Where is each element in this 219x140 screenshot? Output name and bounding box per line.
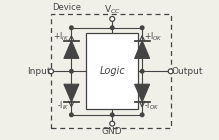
Polygon shape	[64, 84, 79, 102]
Polygon shape	[64, 41, 79, 58]
Circle shape	[140, 113, 144, 117]
Polygon shape	[135, 84, 150, 102]
Text: +I$_{IK}$: +I$_{IK}$	[53, 30, 69, 43]
Circle shape	[140, 26, 144, 30]
Circle shape	[70, 70, 73, 73]
Circle shape	[70, 26, 73, 30]
Polygon shape	[135, 41, 150, 58]
Circle shape	[110, 113, 114, 117]
Text: Output: Output	[171, 67, 203, 76]
Circle shape	[110, 26, 114, 30]
Text: Device: Device	[52, 3, 81, 12]
Text: Logic: Logic	[99, 66, 125, 76]
Circle shape	[140, 70, 144, 73]
Circle shape	[168, 69, 173, 74]
Text: GND: GND	[102, 127, 123, 136]
Circle shape	[70, 113, 73, 117]
Text: -I$_{IK}$: -I$_{IK}$	[57, 100, 69, 112]
Bar	[86, 33, 138, 109]
Text: V$_{CC}$: V$_{CC}$	[104, 3, 121, 16]
Circle shape	[110, 121, 115, 126]
Bar	[51, 14, 171, 128]
Circle shape	[49, 69, 53, 74]
Text: -I$_{OK}$: -I$_{OK}$	[144, 100, 159, 112]
Text: Input: Input	[27, 67, 50, 76]
Circle shape	[110, 17, 115, 21]
Text: +I$_{OK}$: +I$_{OK}$	[144, 30, 163, 43]
